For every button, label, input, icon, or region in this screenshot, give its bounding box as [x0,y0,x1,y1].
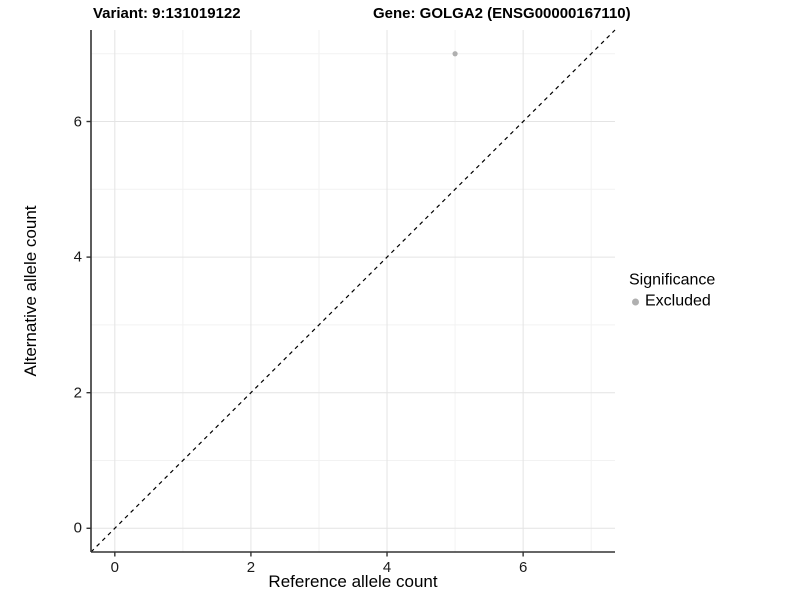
x-tick-label: 2 [246,559,256,576]
data-point [452,51,458,57]
variant-title: Variant: 9:131019122 [93,5,241,22]
y-tick-label: 2 [73,384,82,402]
y-axis-title: Alternative allele count [21,205,40,377]
y-tick-label: 6 [73,113,82,131]
legend-point-icon [632,298,639,305]
legend-title: Significance [629,271,716,289]
gene-title: Gene: GOLGA2 (ENSG00000167110) [373,5,631,22]
legend-entry-label: Excluded [645,292,711,310]
legend-entry: Excluded [629,293,715,311]
y-tick-label: 0 [73,519,82,537]
x-axis-title: Reference allele count [268,572,438,591]
x-tick-label: 6 [518,559,528,576]
x-tick-label: 0 [110,559,119,576]
y-tick-label: 4 [73,248,82,266]
legend: Significance Excluded [629,272,715,311]
legend-entries: Excluded [629,293,715,311]
x-tick-label: 4 [382,559,392,576]
identity-line [90,29,616,553]
plot-panel [86,29,616,557]
